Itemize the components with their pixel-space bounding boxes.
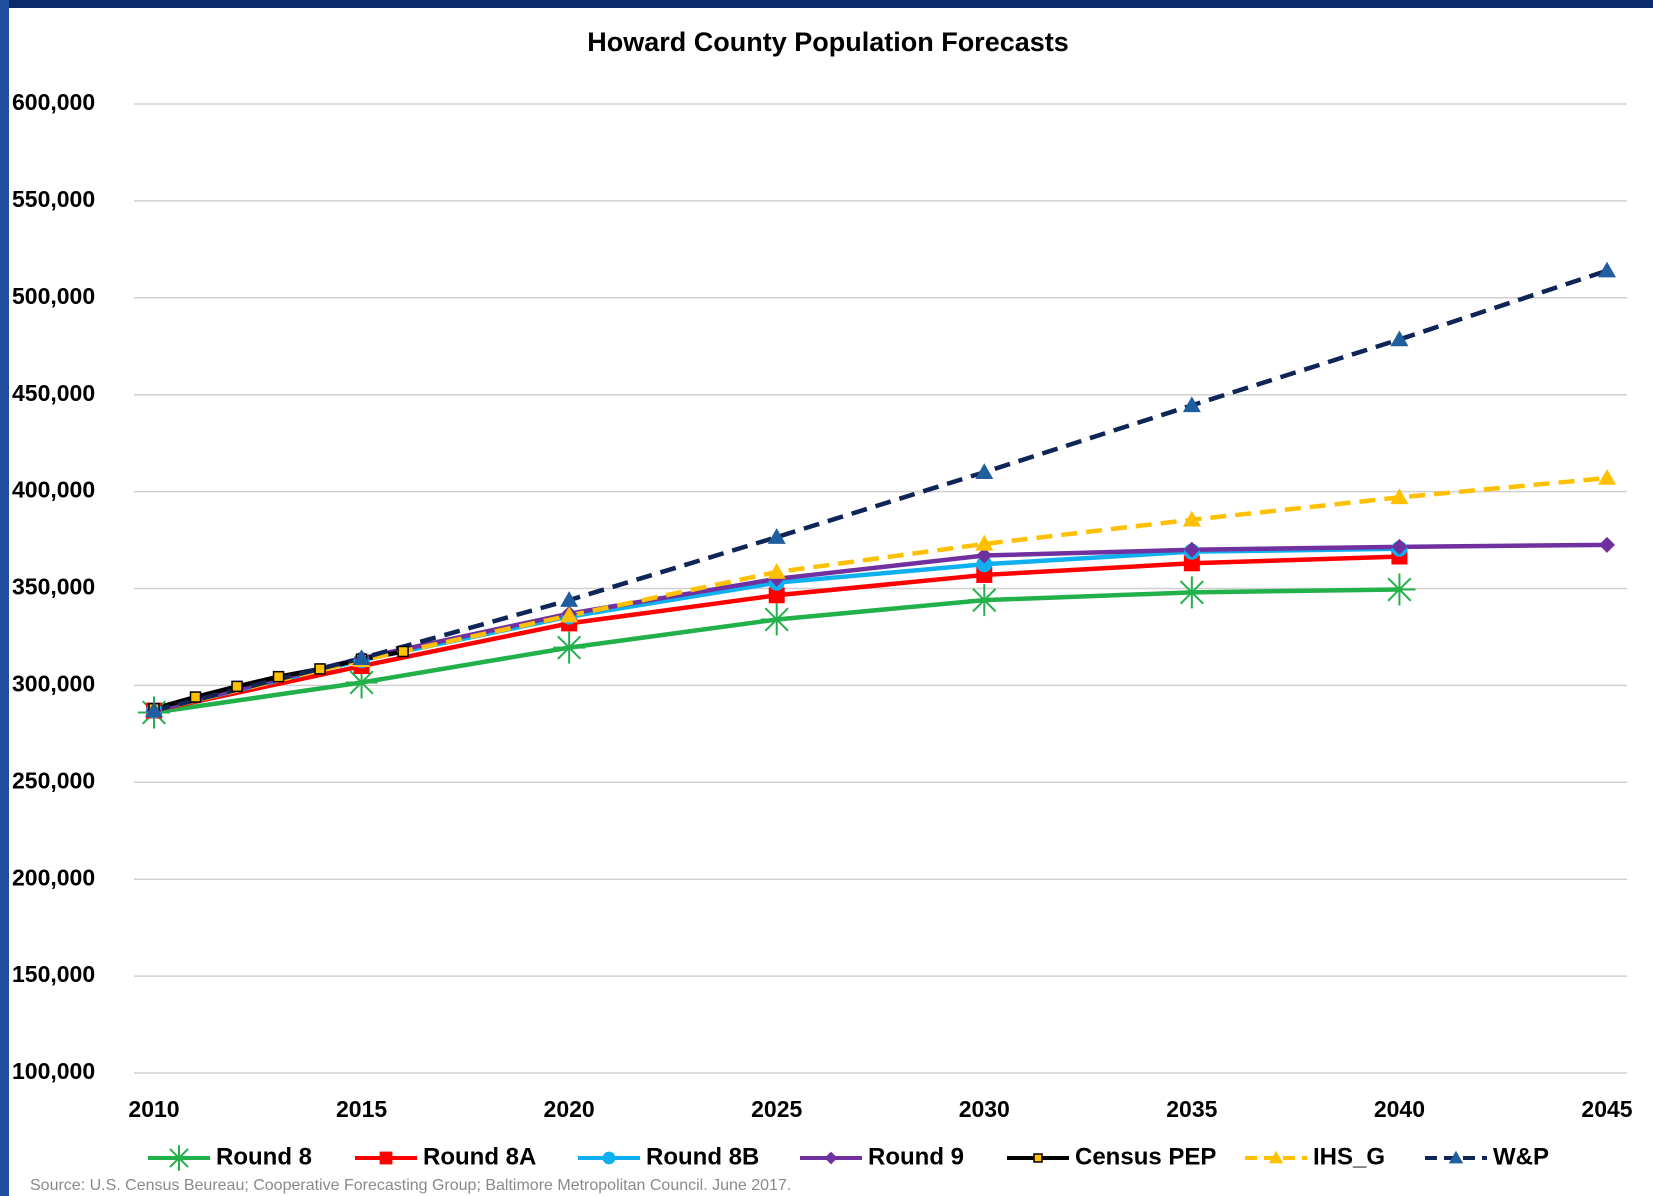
left-band xyxy=(0,0,9,1196)
marker xyxy=(976,556,993,573)
marker xyxy=(975,463,994,479)
series-line xyxy=(153,475,1608,713)
marker xyxy=(975,534,994,551)
marker xyxy=(1383,573,1416,606)
legend-marker xyxy=(824,1151,838,1165)
legend-item: IHS_G xyxy=(1245,1143,1385,1170)
x-tick-label: 2015 xyxy=(336,1096,387,1122)
x-tick-label: 2025 xyxy=(751,1096,802,1122)
legend-marker xyxy=(1033,1153,1043,1163)
x-tick-label: 2020 xyxy=(544,1096,595,1122)
y-tick-label: 400,000 xyxy=(12,477,95,503)
x-tick-label: 2030 xyxy=(959,1096,1010,1122)
legend-marker xyxy=(1268,1150,1284,1164)
legend-item: Round 8 xyxy=(148,1143,312,1171)
legend-marker xyxy=(602,1151,616,1165)
marker xyxy=(352,649,371,666)
marker xyxy=(314,663,326,675)
legend-label: Round 8B xyxy=(646,1143,759,1170)
marker xyxy=(1175,576,1208,609)
marker xyxy=(1391,538,1408,555)
marker xyxy=(767,563,786,579)
series-line xyxy=(153,268,1608,713)
y-tick-label: 150,000 xyxy=(12,961,95,987)
marker xyxy=(560,606,579,623)
marker xyxy=(272,670,285,683)
marker xyxy=(1390,488,1409,505)
y-tick-label: 500,000 xyxy=(12,283,95,309)
x-tick-label: 2045 xyxy=(1581,1096,1632,1122)
marker xyxy=(1183,541,1200,558)
y-tick-label: 550,000 xyxy=(12,186,95,212)
legend-label: IHS_G xyxy=(1313,1143,1385,1170)
chart-title: Howard County Population Forecasts xyxy=(587,27,1069,57)
legend-item: Round 9 xyxy=(800,1143,964,1170)
legend-label: W&P xyxy=(1493,1143,1549,1170)
y-tick-label: 600,000 xyxy=(12,89,95,115)
x-tick-label: 2010 xyxy=(128,1096,179,1122)
legend-label: Census PEP xyxy=(1075,1143,1216,1170)
marker xyxy=(1183,555,1200,572)
marker xyxy=(1182,510,1201,527)
legend-marker xyxy=(1448,1150,1464,1164)
marker xyxy=(1598,261,1616,278)
marker xyxy=(145,701,163,718)
marker xyxy=(1390,330,1409,347)
y-tick-label: 300,000 xyxy=(12,670,95,696)
marker xyxy=(1182,396,1201,413)
legend-label: Round 8 xyxy=(216,1143,312,1170)
y-tick-label: 350,000 xyxy=(12,574,95,600)
marker xyxy=(189,691,202,703)
marker xyxy=(767,528,786,544)
marker xyxy=(760,603,793,636)
y-tick-label: 450,000 xyxy=(12,380,95,406)
marker xyxy=(1598,469,1616,485)
marker xyxy=(768,587,785,604)
legend-item: Round 8A xyxy=(355,1143,536,1170)
legend-item: Round 8B xyxy=(578,1143,759,1170)
marker xyxy=(397,645,409,658)
y-tick-label: 200,000 xyxy=(12,864,95,890)
top-band xyxy=(0,0,1653,8)
legend-item: W&P xyxy=(1425,1143,1549,1170)
marker xyxy=(976,547,993,564)
marker xyxy=(560,591,579,607)
legend-label: Round 9 xyxy=(868,1143,964,1170)
marker xyxy=(968,584,1001,617)
x-tick-label: 2040 xyxy=(1374,1096,1425,1122)
marker xyxy=(1599,536,1615,553)
marker xyxy=(345,666,378,699)
marker xyxy=(553,631,586,664)
y-tick-label: 250,000 xyxy=(12,767,95,793)
legend-item: Census PEP xyxy=(1007,1143,1216,1170)
legend-marker xyxy=(379,1151,393,1165)
y-tick-label: 100,000 xyxy=(12,1058,95,1084)
x-tick-label: 2035 xyxy=(1166,1096,1217,1122)
marker xyxy=(231,680,243,693)
legend-label: Round 8A xyxy=(423,1143,536,1170)
legend-marker xyxy=(166,1145,192,1171)
source-note: Source: U.S. Census Beureau; Cooperative… xyxy=(30,1177,791,1194)
